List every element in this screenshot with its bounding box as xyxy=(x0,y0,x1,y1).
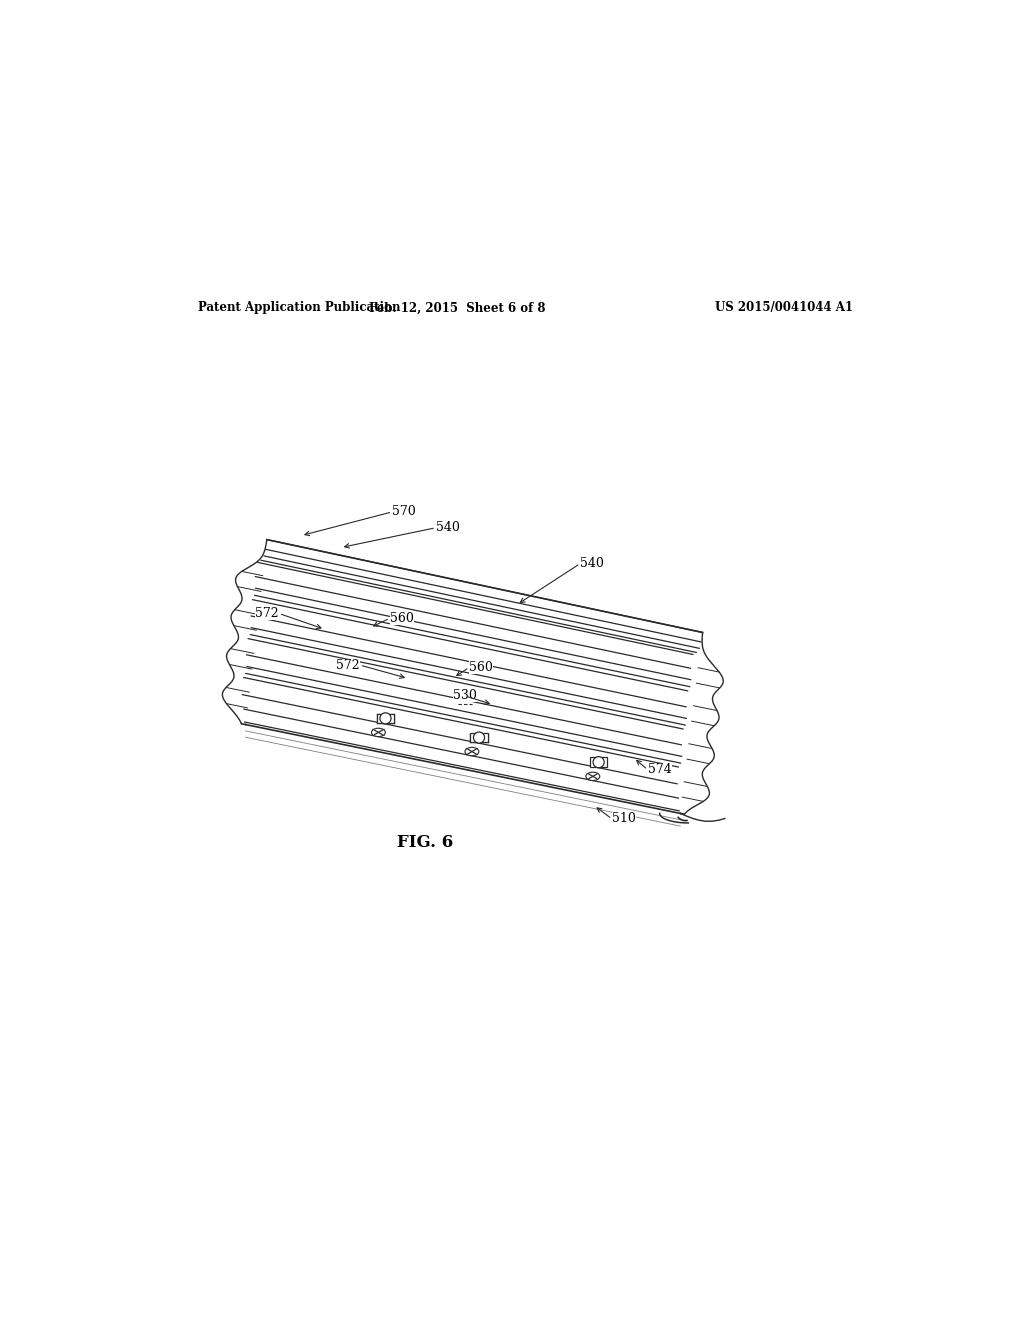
Bar xyxy=(470,733,487,742)
Text: FIG. 6: FIG. 6 xyxy=(397,834,454,851)
Text: Patent Application Publication: Patent Application Publication xyxy=(198,301,400,314)
Bar xyxy=(470,733,487,742)
Ellipse shape xyxy=(372,729,385,737)
Text: 540: 540 xyxy=(436,521,460,535)
Text: 574: 574 xyxy=(648,763,672,776)
Bar xyxy=(377,714,394,723)
Text: 540: 540 xyxy=(581,557,604,570)
Bar xyxy=(590,758,607,767)
Text: US 2015/0041044 A1: US 2015/0041044 A1 xyxy=(715,301,853,314)
Bar xyxy=(377,714,394,723)
Text: 572: 572 xyxy=(336,659,359,672)
Text: 572: 572 xyxy=(255,607,279,620)
Ellipse shape xyxy=(465,747,479,756)
Circle shape xyxy=(380,713,391,723)
Ellipse shape xyxy=(586,772,600,780)
Text: 570: 570 xyxy=(392,506,416,519)
Circle shape xyxy=(473,733,484,743)
Circle shape xyxy=(593,756,604,768)
Text: 510: 510 xyxy=(612,813,636,825)
Text: 530: 530 xyxy=(454,689,477,702)
Text: 560: 560 xyxy=(469,661,494,675)
Text: Feb. 12, 2015  Sheet 6 of 8: Feb. 12, 2015 Sheet 6 of 8 xyxy=(369,301,546,314)
Text: 560: 560 xyxy=(390,611,414,624)
